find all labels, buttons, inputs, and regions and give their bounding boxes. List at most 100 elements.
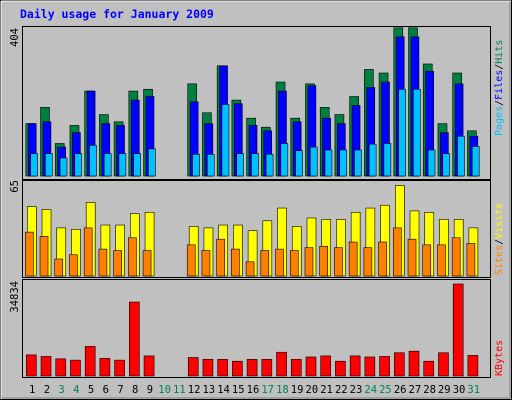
bar-sites-day-31 [466,243,476,277]
bar-pages-day-29 [442,153,451,177]
legend-files: Files [494,70,505,100]
bar-sites-day-15 [231,248,240,277]
bar-kbytes-day-24 [364,356,376,377]
bar-pages-day-9 [148,148,156,177]
legend-kbytes: KBytes [494,340,505,376]
day-label-29: 29 [438,384,451,396]
bar-sites-day-22 [334,247,343,277]
bar-pages-day-8 [133,153,141,177]
bar-pages-day-5 [89,144,97,177]
bar-kbytes-day-30 [452,283,464,377]
bar-sites-day-23 [348,241,358,277]
bar-pages-day-14 [221,104,230,177]
day-label-23: 23 [350,384,363,396]
bar-pages-day-7 [118,153,127,177]
visits-panel-legend: Sites/Visits [494,203,505,275]
day-label-20: 20 [306,384,319,396]
day-label-24: 24 [364,384,377,396]
bar-kbytes-day-1 [25,354,37,377]
bar-pages-day-22 [339,149,348,177]
bar-sites-day-8 [128,237,137,277]
day-label-12: 12 [188,384,201,396]
day-label-17: 17 [261,384,274,396]
bar-pages-day-3 [59,157,68,177]
chart-title: Daily usage for January 2009 [20,7,214,21]
bar-kbytes-day-26 [393,352,405,377]
bar-sites-day-3 [54,258,64,277]
hits-panel-legend: Pages/Files/Hits [494,40,505,136]
bar-sites-day-21 [319,245,329,277]
bar-pages-day-24 [368,143,377,177]
day-label-14: 14 [217,384,230,396]
day-label-6: 6 [103,384,109,396]
bar-kbytes-day-5 [84,346,96,377]
day-label-8: 8 [132,384,138,396]
bar-kbytes-day-2 [40,356,52,377]
bar-sites-day-20 [304,247,314,277]
bar-sites-day-13 [201,250,211,277]
day-label-19: 19 [291,384,304,396]
legend-sites: Sites [494,245,505,275]
bar-kbytes-day-19 [290,359,302,377]
bar-kbytes-day-20 [305,356,317,377]
bar-sites-day-29 [437,244,446,277]
legend-pages: Pages [494,106,505,136]
day-label-21: 21 [320,384,333,396]
day-label-15: 15 [232,384,245,396]
day-label-28: 28 [423,384,436,396]
bar-kbytes-day-9 [143,355,155,377]
bar-kbytes-day-16 [246,359,258,377]
day-label-30: 30 [453,384,466,396]
bar-kbytes-day-12 [187,357,199,377]
day-label-3: 3 [58,384,64,396]
day-label-9: 9 [147,384,153,396]
bar-kbytes-day-22 [335,360,346,377]
bar-pages-day-12 [192,154,200,177]
day-label-13: 13 [202,384,215,396]
bar-pages-day-15 [236,153,244,177]
bar-pages-day-27 [413,88,421,177]
day-label-31: 31 [467,384,480,396]
day-label-22: 22 [335,384,348,396]
bar-pages-day-17 [265,154,274,177]
bar-pages-day-2 [45,153,53,177]
bar-sites-day-25 [378,241,387,277]
bar-kbytes-day-15 [232,360,243,377]
hits-axis-max-label: 404 [9,28,21,47]
bar-kbytes-day-31 [467,355,479,377]
bar-sites-day-28 [422,244,432,277]
bar-pages-day-28 [427,149,436,177]
bar-pages-day-16 [251,153,259,177]
legend-hits: Hits [494,40,505,64]
bar-kbytes-day-7 [114,359,125,377]
bar-kbytes-day-21 [320,355,332,377]
bar-kbytes-day-13 [202,359,214,377]
kbytes-axis-max-label: 34834 [9,281,21,313]
bar-sites-day-6 [98,248,108,277]
bar-kbytes-day-28 [423,360,435,377]
bar-kbytes-day-23 [349,355,361,377]
day-label-25: 25 [379,384,392,396]
day-label-4: 4 [73,384,79,396]
bar-pages-day-30 [457,135,465,177]
bar-kbytes-day-8 [129,301,140,377]
bar-sites-day-30 [451,237,461,277]
bar-kbytes-day-18 [276,351,287,377]
legend-visits: Visits [494,203,505,239]
day-label-11: 11 [173,384,186,396]
bar-pages-day-31 [471,146,480,177]
bar-kbytes-day-27 [408,350,420,377]
day-labels: 1 2 3 4 5 6 7 8 9 10 11 12 13 14 15 16 17 18 19 20 21 22 23 24 2… [29,384,480,396]
day-label-7: 7 [117,384,123,396]
bar-sites-day-26 [392,227,402,277]
day-label-2: 2 [44,384,50,396]
bar-sites-day-14 [216,238,225,277]
bar-sites-day-12 [186,244,196,277]
bar-sites-day-16 [245,261,255,277]
bar-kbytes-day-25 [379,356,390,377]
bar-pages-day-25 [383,143,392,177]
bar-pages-day-26 [398,88,406,177]
bar-pages-day-1 [30,153,38,177]
day-label-10: 10 [158,384,171,396]
